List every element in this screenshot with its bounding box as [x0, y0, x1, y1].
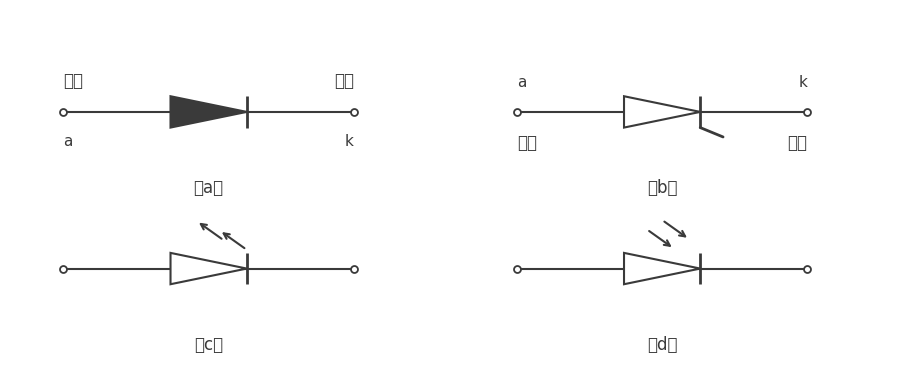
Text: （a）: （a）	[193, 179, 224, 197]
Text: （d）: （d）	[647, 336, 678, 354]
Text: 阳极: 阳极	[517, 134, 537, 152]
Polygon shape	[624, 96, 700, 128]
Text: k: k	[798, 75, 807, 90]
Text: a: a	[63, 134, 73, 149]
Text: （c）: （c）	[194, 336, 223, 354]
Text: 阳极: 阳极	[63, 72, 83, 90]
Text: 阴极: 阴极	[787, 134, 807, 152]
Polygon shape	[171, 96, 247, 128]
Polygon shape	[171, 253, 247, 284]
Text: （b）: （b）	[647, 179, 678, 197]
Text: a: a	[517, 75, 526, 90]
Polygon shape	[624, 253, 700, 284]
Text: k: k	[345, 134, 354, 149]
Text: 阴极: 阴极	[334, 72, 354, 90]
